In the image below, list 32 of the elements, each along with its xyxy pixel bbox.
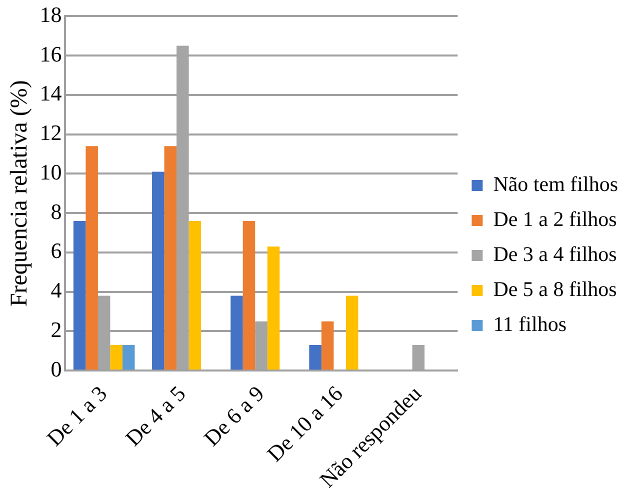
bar (242, 220, 256, 370)
legend-label: De 5 a 8 filhos (493, 277, 617, 302)
bar (267, 246, 280, 370)
legend-label: 11 filhos (493, 312, 566, 336)
legend-label: Não tem filhos (493, 172, 618, 196)
bar (309, 344, 322, 370)
bar (152, 172, 164, 370)
bar (230, 296, 243, 370)
y-tick-label: 8 (50, 198, 62, 224)
y-tick-label: 4 (50, 278, 62, 303)
bar (86, 146, 98, 370)
y-tick-label: 2 (50, 316, 62, 342)
bar (346, 296, 358, 370)
bar (122, 344, 135, 370)
bar (110, 344, 122, 370)
bar (321, 321, 334, 370)
legend-label: De 3 a 4 filhos (493, 242, 617, 266)
y-tick-label: 0 (50, 356, 62, 382)
y-tick-label: 10 (40, 159, 62, 184)
x-tick-label: De 6 a 9 (198, 380, 269, 451)
y-tick-label: 12 (40, 120, 62, 146)
y-tick-label: 18 (40, 2, 62, 27)
y-tick-label: 14 (40, 80, 62, 106)
bar (188, 220, 202, 370)
y-tick-label: 6 (50, 238, 62, 264)
y-tick-label: 16 (40, 41, 62, 66)
legend-label: De 1 a 2 filhos (493, 207, 617, 232)
x-tick-label: De 4 a 5 (120, 380, 190, 451)
y-axis-title: Frequencia relativa (%) (6, 80, 33, 307)
bar (73, 220, 86, 370)
bar (164, 146, 177, 370)
x-tick-label: De 1 a 3 (42, 380, 112, 451)
